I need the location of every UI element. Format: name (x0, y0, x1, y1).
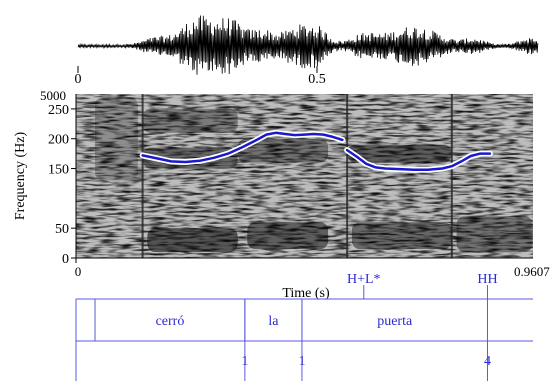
spec-top-label: 5000 (40, 88, 66, 103)
waveform-tick-label: 0.5 (308, 72, 326, 87)
pitch-track (139, 129, 493, 173)
spectrogram-texture (76, 94, 533, 258)
word-label: la (268, 314, 279, 329)
words-tier: cerró la puerta (75, 298, 533, 381)
y-tick-label: 250 (48, 103, 69, 118)
x-axis-label: Time (s) (282, 286, 330, 301)
y-tick-label: 50 (55, 222, 69, 237)
waveform (77, 15, 539, 75)
y-axis-label: Frequency (Hz) (13, 132, 28, 221)
word-label: puerta (377, 314, 413, 329)
tone-label: H+L* (347, 272, 381, 287)
y-tick-label: 150 (48, 163, 69, 178)
x-end-label: 0.9607 (514, 264, 550, 279)
word-segments: cerró la puerta (94, 299, 488, 341)
y-axis-ticks: 0 50 150 200 250 (48, 103, 76, 267)
spectrogram-panel: 5000 0 50 150 200 250 Frequency (Hz) 0 0.960… (13, 88, 550, 301)
waveform-trace (77, 15, 539, 75)
word-label: cerró (156, 314, 185, 329)
break-tier: 1 1 4 (241, 341, 491, 381)
break-label: 1 (298, 354, 305, 369)
x-start-label: 0 (75, 264, 82, 279)
waveform-panel: 0 0.5 (75, 15, 539, 87)
spectrogram-transients (141, 94, 453, 258)
tone-tier: H+L* HH (347, 272, 498, 299)
break-label: 4 (484, 354, 491, 369)
waveform-tick-label: 0 (75, 72, 82, 87)
waveform-ticks: 0 0.5 (75, 66, 326, 87)
break-label: 1 (241, 354, 248, 369)
tone-label: HH (477, 272, 497, 287)
pitch-line (141, 131, 344, 164)
y-tick-label: 0 (62, 252, 69, 267)
pitch-line (345, 148, 492, 171)
y-tick-label: 200 (48, 133, 69, 148)
